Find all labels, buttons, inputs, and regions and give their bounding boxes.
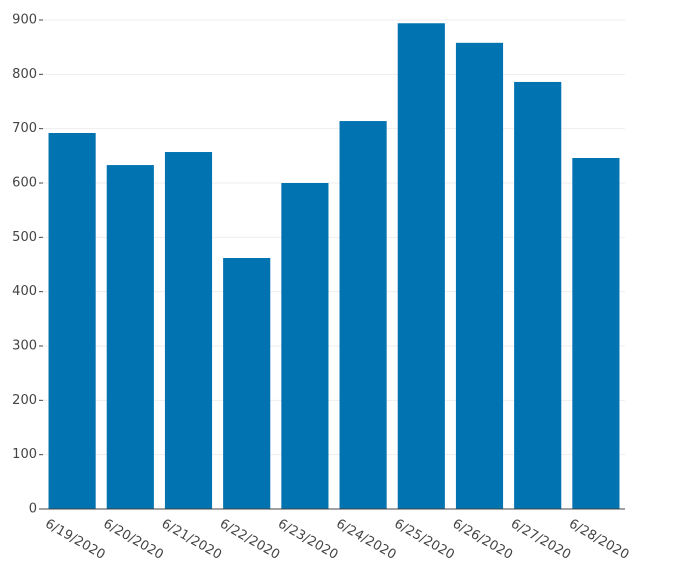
y-tick-label: 300	[12, 339, 37, 354]
x-tick-label: 6/20/2020	[101, 517, 166, 563]
bar	[164, 152, 213, 509]
x-tick-label: 6/24/2020	[333, 517, 398, 563]
x-tick-label: 6/23/2020	[275, 517, 340, 563]
y-tick-label: 0	[29, 502, 37, 517]
y-tick-label: 600	[12, 176, 37, 191]
bar	[48, 133, 96, 509]
y-tick-label: 900	[12, 13, 37, 28]
y-tick-label: 700	[12, 121, 37, 136]
y-tick-label: 500	[12, 230, 37, 245]
bar	[572, 158, 620, 510]
x-tick-label: 6/26/2020	[450, 517, 515, 563]
bar	[106, 165, 154, 509]
x-tick-label: 6/25/2020	[392, 517, 457, 563]
x-tick-label: 6/21/2020	[159, 517, 224, 563]
bar	[455, 42, 504, 509]
y-tick-label: 200	[12, 393, 37, 408]
bar	[223, 257, 271, 509]
y-tick-label: 400	[12, 284, 37, 299]
x-tick-label: 6/22/2020	[217, 517, 282, 563]
x-tick-label: 6/28/2020	[566, 517, 631, 563]
y-tick-label: 800	[12, 67, 37, 82]
bar	[339, 121, 387, 509]
bar	[514, 81, 562, 509]
x-tick-label: 6/27/2020	[508, 517, 573, 563]
bar	[397, 23, 445, 509]
bar	[281, 183, 329, 509]
y-tick-label: 100	[12, 447, 37, 462]
x-tick-label: 6/19/2020	[42, 517, 107, 563]
